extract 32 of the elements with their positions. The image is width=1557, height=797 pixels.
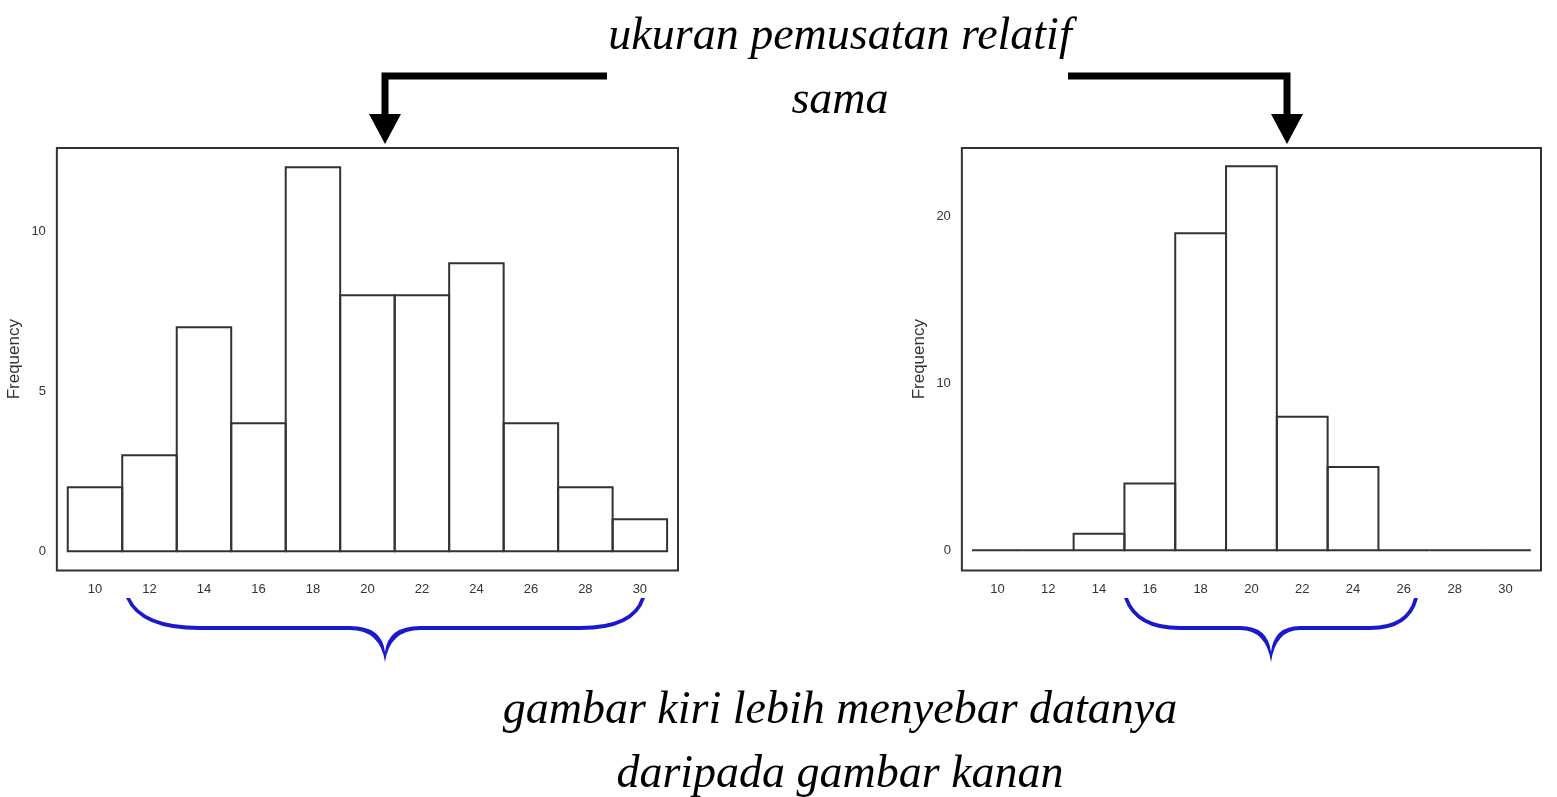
y-axis-title: Frequency [908, 318, 928, 400]
x-tick-label: 22 [1295, 580, 1310, 596]
x-tick-label: 20 [360, 580, 375, 596]
x-tick-label: 22 [414, 580, 430, 596]
x-tick-label: 24 [1345, 580, 1361, 596]
x-tick-label: 18 [305, 580, 321, 596]
x-tick-label: 14 [1091, 580, 1107, 596]
x-tick-label: 24 [469, 580, 484, 596]
x-tick-label: 26 [1396, 580, 1412, 596]
x-tick-label: 10 [87, 580, 103, 596]
y-tick-label: 10 [936, 374, 951, 390]
x-tick-label: 12 [1040, 580, 1056, 596]
x-tick-label: 12 [142, 580, 157, 596]
y-tick-label: 20 [936, 208, 951, 224]
x-tick-label: 10 [990, 580, 1005, 596]
x-tick-label: 20 [1244, 580, 1259, 596]
text: ukuran pemusatan relatif sama [607, 7, 1078, 125]
y-tick-label: 10 [31, 222, 46, 238]
x-tick-label: 18 [1193, 580, 1208, 596]
x-tick-label: 16 [251, 580, 266, 596]
x-tick-label: 30 [1498, 580, 1513, 596]
x-tick-label: 14 [196, 580, 212, 596]
x-tick-label: 30 [632, 580, 648, 596]
y-tick-label: 0 [38, 542, 46, 558]
x-tick-label: 16 [1142, 580, 1158, 596]
text: gambar kiri lebih menyebar datanya daripada gambar kanan [501, 681, 1179, 797]
x-tick-label: 28 [1447, 580, 1462, 596]
x-tick-label: 28 [578, 580, 593, 596]
x-tick-label: 26 [523, 580, 539, 596]
y-tick-label: 5 [38, 382, 46, 398]
y-tick-label: 0 [943, 541, 951, 557]
y-axis-title: Frequency [3, 318, 23, 400]
